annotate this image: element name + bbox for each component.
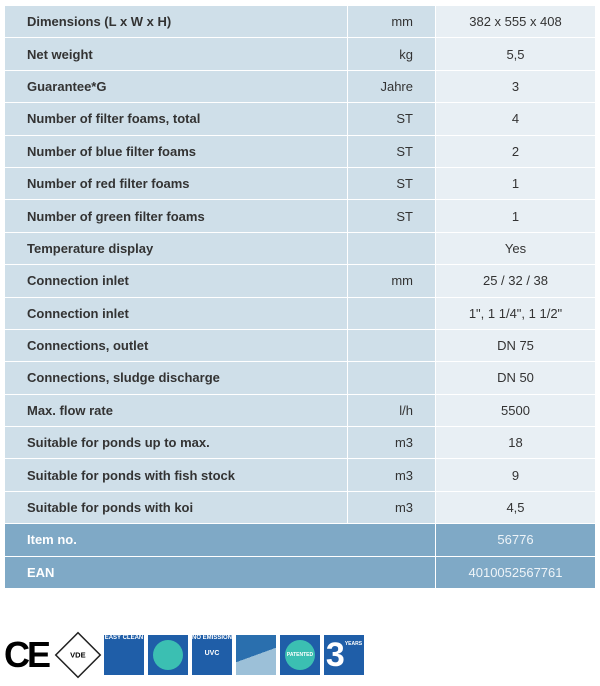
spec-value: 1", 1 1/4", 1 1/2" — [435, 296, 596, 330]
spec-unit: m3 — [347, 426, 436, 460]
spec-value: 9 — [435, 458, 596, 492]
clean-water-badge — [148, 635, 188, 675]
spec-label: Suitable for ponds with fish stock — [4, 458, 348, 492]
spec-value: 382 x 555 x 408 — [435, 4, 596, 39]
vde-mark: VDE — [54, 631, 102, 679]
spec-label: Number of blue filter foams — [4, 134, 348, 168]
certification-badges: CE VDE EASY CLEAN NO EMISSION UVC PATENTE… — [4, 631, 364, 679]
spec-row: Guarantee*G Jahre 3 — [4, 69, 596, 104]
spec-label: Number of green filter foams — [4, 199, 348, 233]
spec-value: DN 50 — [435, 361, 596, 395]
spec-value: 5,5 — [435, 37, 596, 71]
spec-table: Dimensions (L x W x H) mm 382 x 555 x 408 N… — [4, 4, 596, 590]
id-label: EAN — [4, 555, 436, 590]
spec-unit: ST — [347, 199, 436, 233]
spec-label: Connections, outlet — [4, 328, 348, 363]
spec-unit: ST — [347, 102, 436, 136]
spec-label: Guarantee*G — [4, 69, 348, 104]
spec-value: 5500 — [435, 393, 596, 428]
spec-unit: kg — [347, 37, 436, 71]
spec-unit: m3 — [347, 458, 436, 492]
spec-row: Number of green filter foams ST 1 — [4, 199, 596, 233]
spec-row: Number of red filter foams ST 1 — [4, 166, 596, 201]
spec-row: Connection inlet 1", 1 1/4", 1 1/2" — [4, 296, 596, 330]
spec-row: Max. flow rate l/h 5500 — [4, 393, 596, 428]
spec-value: 2 — [435, 134, 596, 168]
patented-badge: PATENTED — [280, 635, 320, 675]
spec-unit — [347, 361, 436, 395]
spec-value: DN 75 — [435, 328, 596, 363]
spec-unit: ST — [347, 134, 436, 168]
spec-value: 4 — [435, 102, 596, 136]
spec-label: Max. flow rate — [4, 393, 348, 428]
no-emission-badge: NO EMISSION UVC — [192, 635, 232, 675]
spec-row: Connection inlet mm 25 / 32 / 38 — [4, 264, 596, 298]
spec-unit: m3 — [347, 490, 436, 525]
spec-row: Connections, sludge discharge DN 50 — [4, 361, 596, 395]
spec-label: Suitable for ponds with koi — [4, 490, 348, 525]
spec-unit — [347, 231, 436, 266]
spec-row: Number of filter foams, total ST 4 — [4, 102, 596, 136]
spec-label: Number of red filter foams — [4, 166, 348, 201]
spec-label: Connections, sludge discharge — [4, 361, 348, 395]
easy-clean-badge: EASY CLEAN — [104, 635, 144, 675]
spec-row: Connections, outlet DN 75 — [4, 328, 596, 363]
id-value: 4010052567761 — [435, 555, 596, 590]
spec-unit: l/h — [347, 393, 436, 428]
spec-unit: ST — [347, 166, 436, 201]
id-label: Item no. — [4, 523, 436, 557]
spec-label: Dimensions (L x W x H) — [4, 4, 348, 39]
spec-row: Temperature display Yes — [4, 231, 596, 266]
id-row: EAN 4010052567761 — [4, 555, 596, 590]
spec-value: 1 — [435, 166, 596, 201]
spec-row: Suitable for ponds with koi m3 4,5 — [4, 490, 596, 525]
spec-row: Suitable for ponds with fish stock m3 9 — [4, 458, 596, 492]
spec-label: Net weight — [4, 37, 348, 71]
spec-label: Number of filter foams, total — [4, 102, 348, 136]
spec-value: 1 — [435, 199, 596, 233]
spec-value: 3 — [435, 69, 596, 104]
spec-row: Suitable for ponds up to max. m3 18 — [4, 426, 596, 460]
spec-row: Dimensions (L x W x H) mm 382 x 555 x 408 — [4, 4, 596, 39]
spec-label: Connection inlet — [4, 264, 348, 298]
spec-unit: mm — [347, 264, 436, 298]
spec-label: Suitable for ponds up to max. — [4, 426, 348, 460]
spec-row: Net weight kg 5,5 — [4, 37, 596, 71]
spec-label: Connection inlet — [4, 296, 348, 330]
spec-unit — [347, 328, 436, 363]
spec-row: Number of blue filter foams ST 2 — [4, 134, 596, 168]
spec-value: 18 — [435, 426, 596, 460]
spec-label: Temperature display — [4, 231, 348, 266]
water-drop-icon — [153, 640, 183, 670]
spec-value: Yes — [435, 231, 596, 266]
spec-unit — [347, 296, 436, 330]
spec-unit: mm — [347, 4, 436, 39]
three-years-badge: 3 YEARS — [324, 635, 364, 675]
filter-illustration-badge — [236, 635, 276, 675]
ce-mark: CE — [4, 634, 51, 675]
id-row: Item no. 56776 — [4, 523, 596, 557]
spec-value: 25 / 32 / 38 — [435, 264, 596, 298]
spec-value: 4,5 — [435, 490, 596, 525]
spec-unit: Jahre — [347, 69, 436, 104]
id-value: 56776 — [435, 523, 596, 557]
